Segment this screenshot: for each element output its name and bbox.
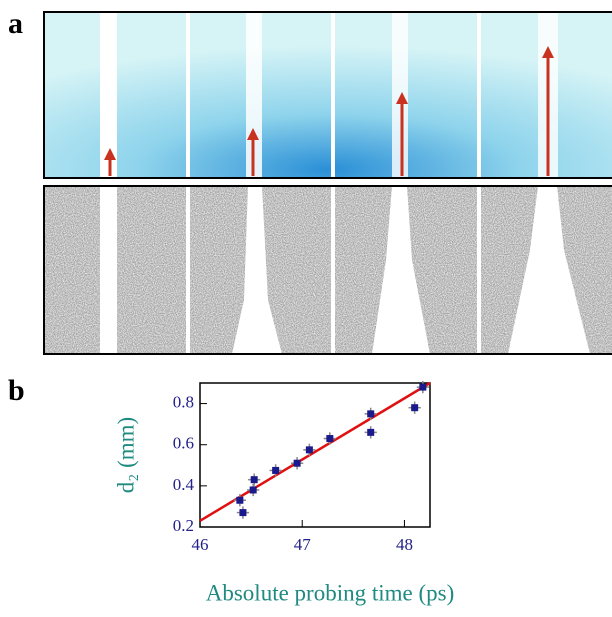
point (411, 404, 419, 412)
point (239, 509, 247, 517)
point (367, 428, 375, 436)
y-tick-label: 0.2 (173, 516, 194, 535)
x-tick-label: 48 (396, 535, 413, 554)
point (236, 496, 244, 504)
point (250, 476, 258, 484)
plot-frame (199, 382, 431, 528)
x-axis-label: Absolute probing time (ps) (206, 580, 455, 605)
point (367, 410, 375, 418)
point (293, 459, 301, 467)
x-tick-label: 47 (294, 535, 312, 554)
point (272, 466, 280, 474)
panel-label: b (8, 374, 25, 407)
point (419, 383, 427, 391)
point (249, 486, 257, 494)
photo-strip (43, 11, 612, 179)
y-tick-label: 0.6 (173, 434, 194, 453)
panel-label: a (8, 7, 23, 40)
xray-strip (43, 185, 612, 355)
y-tick-label: 0.8 (173, 392, 194, 411)
y-axis-label: d₂ (mm) (113, 417, 138, 493)
point (305, 446, 313, 454)
y-tick-label: 0.4 (173, 475, 195, 494)
point (326, 435, 334, 443)
x-tick-label: 46 (192, 535, 209, 554)
arrows (104, 46, 554, 176)
